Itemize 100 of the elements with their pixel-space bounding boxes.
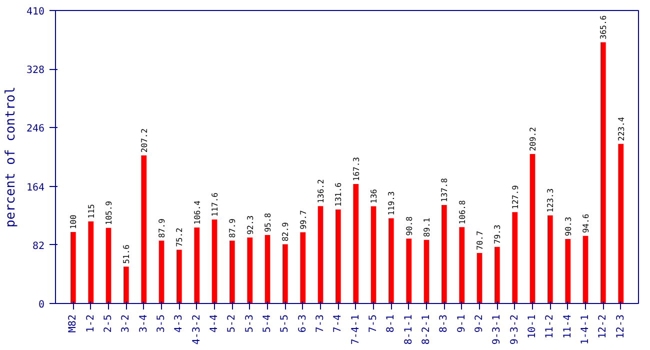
data-label: 75.2 [175, 227, 184, 247]
bar [212, 219, 218, 304]
bar [600, 42, 606, 304]
data-label: 51.6 [122, 244, 132, 264]
data-label: 209.2 [528, 126, 538, 152]
data-label: 105.9 [104, 200, 114, 225]
data-label: 106.8 [458, 200, 467, 224]
x-tick-label: 8-1 [386, 314, 397, 333]
x-tick-label: 8-2-1 [421, 314, 432, 345]
data-label: 87.9 [158, 218, 166, 238]
x-tick-label: 4-3 [174, 314, 185, 333]
x-tick-label: 8-1-1 [403, 314, 414, 345]
bar [370, 206, 376, 304]
bar [336, 209, 341, 304]
x-tick-label: 11-2 [544, 314, 556, 339]
bar [512, 212, 518, 304]
bar [353, 184, 358, 304]
data-label: 82.9 [281, 222, 290, 242]
x-tick-label: 5-4 [262, 314, 273, 333]
data-label: 90.3 [564, 216, 573, 236]
data-label: 223.4 [616, 116, 626, 141]
data-label: 89.1 [422, 218, 432, 237]
data-label: 167.3 [352, 156, 361, 182]
x-tick-label: 9-3-1 [492, 314, 503, 345]
x-tick-label: 3-5 [156, 314, 167, 333]
bar [406, 238, 412, 304]
x-tick-label: 4-3-2 [191, 314, 202, 345]
data-label: 119.3 [387, 191, 396, 216]
data-label: 136.2 [316, 179, 326, 204]
data-label: 117.6 [210, 192, 220, 217]
data-label: 115 [86, 204, 96, 218]
bar [106, 228, 112, 304]
data-label: 127.9 [510, 184, 520, 210]
data-label: 94.6 [582, 214, 590, 234]
data-label: 99.7 [298, 210, 308, 230]
bar [300, 232, 306, 304]
data-label: 87.9 [228, 218, 238, 238]
x-tick-label: 10-1 [527, 314, 538, 339]
x-tick-label: 5-3 [244, 314, 256, 333]
bar [618, 144, 624, 304]
x-tick-label: 5-5 [280, 314, 291, 333]
bar [194, 227, 200, 304]
bar [494, 246, 500, 304]
x-tick-label: 6-3 [297, 314, 308, 333]
data-label: 106.4 [192, 200, 202, 225]
data-label: 90.8 [404, 216, 414, 236]
bar [88, 221, 94, 304]
x-tick-label: 12-3 [615, 314, 626, 339]
x-tick-label: 4-4 [209, 314, 220, 333]
bar [424, 240, 430, 304]
y-tick-label: 410 [26, 6, 44, 18]
x-tick-label: 5-2 [226, 314, 238, 333]
data-label: 95.8 [264, 212, 272, 232]
bar [442, 205, 447, 304]
x-tick-label: 7-5 [368, 314, 379, 333]
x-tick-label: 7-4 [332, 314, 344, 333]
x-tick-label: 2-5 [103, 314, 114, 333]
data-label: 136 [370, 188, 378, 204]
y-tick-label: 0 [38, 300, 45, 310]
bar [70, 232, 76, 304]
x-tick-label: 9-2 [474, 314, 485, 333]
data-label: 100 [69, 214, 78, 230]
x-tick-label: 9-1 [456, 314, 468, 333]
x-tick-label: 7-3 [315, 314, 326, 333]
bar [124, 266, 129, 304]
data-label: 207.2 [140, 128, 149, 153]
bar [282, 244, 288, 304]
x-tick-label: 3-2 [120, 314, 132, 333]
data-label: 365.6 [599, 15, 608, 40]
bar [476, 252, 482, 304]
bar [141, 155, 146, 304]
y-tick-label: 246 [26, 124, 44, 135]
bar [264, 235, 270, 304]
data-label: 131.6 [334, 182, 344, 207]
x-tick-label: 1-4-1 [580, 314, 591, 345]
bar [565, 238, 570, 304]
y-tick-label: 82 [32, 240, 45, 252]
x-tick-label: M82 [68, 314, 79, 333]
x-tick-label: 11-4 [562, 314, 574, 339]
x-tick-label: 12-2 [598, 314, 609, 339]
data-label: 70.7 [476, 230, 484, 250]
x-tick-label: 9-3-2 [509, 314, 520, 345]
bar [230, 240, 235, 304]
bar [318, 206, 324, 304]
y-tick-label: 164 [26, 182, 44, 194]
data-label: 137.8 [440, 178, 450, 202]
y-tick-label: 328 [26, 65, 44, 76]
x-tick-label: 8-3 [438, 314, 450, 333]
bar [158, 240, 164, 304]
x-tick-label: 3-4 [138, 314, 150, 333]
x-tick-label: 1-2 [85, 314, 96, 333]
bar [530, 154, 536, 304]
x-tick-label: 7-4-1 [350, 314, 362, 345]
bar [388, 218, 394, 304]
bar [548, 215, 553, 304]
y-axis-title: percent of control [3, 86, 18, 228]
bar [176, 250, 182, 304]
bar [247, 238, 252, 304]
data-label: 79.3 [493, 224, 502, 244]
data-label: 92.3 [246, 215, 255, 235]
